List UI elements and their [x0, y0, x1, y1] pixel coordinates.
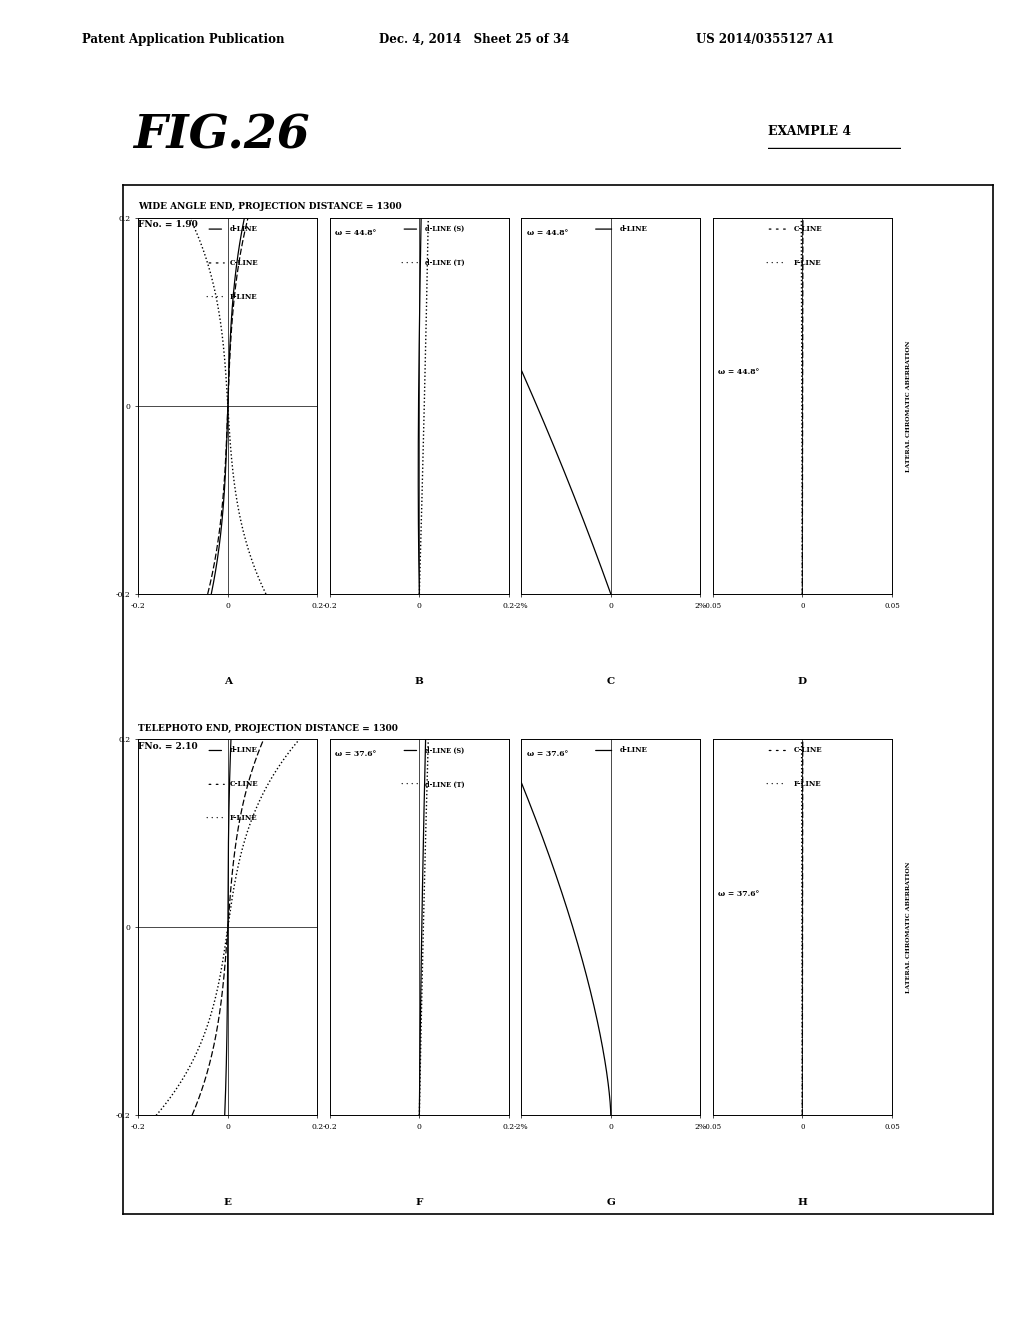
- Text: ω = 37.6°: ω = 37.6°: [335, 751, 377, 759]
- Text: d-LINE: d-LINE: [620, 226, 647, 234]
- Text: · · · ·: · · · ·: [207, 814, 224, 822]
- Text: H: H: [798, 1199, 807, 1208]
- Text: C-LINE: C-LINE: [229, 259, 258, 267]
- Text: F: F: [416, 1199, 423, 1208]
- Text: E: E: [224, 1199, 231, 1208]
- Text: LATERAL CHROMATIC ABERRATION: LATERAL CHROMATIC ABERRATION: [906, 341, 911, 471]
- Text: DISTORTION: DISTORTION: [715, 380, 723, 432]
- Text: d-LINE (T): d-LINE (T): [425, 259, 464, 267]
- Text: C-LINE: C-LINE: [794, 226, 822, 234]
- Text: ω = 44.8°: ω = 44.8°: [526, 230, 568, 238]
- Text: B: B: [415, 677, 424, 686]
- Text: d-LINE: d-LINE: [229, 747, 257, 755]
- Text: TELEPHOTO END, PROJECTION DISTANCE = 1300: TELEPHOTO END, PROJECTION DISTANCE = 130…: [138, 723, 398, 733]
- Text: US 2014/0355127 A1: US 2014/0355127 A1: [696, 33, 835, 46]
- Text: F-LINE: F-LINE: [229, 293, 257, 301]
- Text: ω = 37.6°: ω = 37.6°: [718, 890, 760, 898]
- Text: SPHERICAL ABERRATION: SPHERICAL ABERRATION: [332, 875, 340, 979]
- Text: FNo. = 1.90: FNo. = 1.90: [138, 220, 198, 230]
- Text: D: D: [798, 677, 807, 686]
- Text: LATERAL CHROMATIC ABERRATION: LATERAL CHROMATIC ABERRATION: [906, 862, 911, 993]
- Text: d-LINE: d-LINE: [229, 226, 257, 234]
- Text: · · · ·: · · · ·: [766, 780, 784, 788]
- Text: F-LINE: F-LINE: [229, 814, 257, 822]
- Text: ω = 44.8°: ω = 44.8°: [718, 368, 760, 376]
- Text: F-LINE: F-LINE: [794, 780, 821, 788]
- Text: WIDE ANGLE END, PROJECTION DISTANCE = 1300: WIDE ANGLE END, PROJECTION DISTANCE = 13…: [138, 202, 401, 211]
- Text: FIG.26: FIG.26: [133, 112, 309, 158]
- Text: Dec. 4, 2014   Sheet 25 of 34: Dec. 4, 2014 Sheet 25 of 34: [379, 33, 569, 46]
- Text: · · · ·: · · · ·: [766, 259, 784, 267]
- Text: d-LINE (T): d-LINE (T): [425, 780, 464, 788]
- Text: ω = 37.6°: ω = 37.6°: [526, 751, 568, 759]
- Text: d-LINE (S): d-LINE (S): [425, 747, 464, 755]
- Text: C-LINE: C-LINE: [229, 780, 258, 788]
- Text: G: G: [606, 1199, 615, 1208]
- Text: A: A: [224, 677, 231, 686]
- Text: · · · ·: · · · ·: [207, 293, 224, 301]
- Text: C: C: [607, 677, 614, 686]
- Text: · · · ·: · · · ·: [401, 259, 419, 267]
- Text: ω = 44.8°: ω = 44.8°: [335, 230, 377, 238]
- Text: ASTIGMATISM: ASTIGMATISM: [523, 898, 531, 957]
- Text: EXAMPLE 4: EXAMPLE 4: [768, 125, 851, 139]
- Text: d-LINE (S): d-LINE (S): [425, 226, 464, 234]
- Text: DISTORTION: DISTORTION: [715, 902, 723, 953]
- Text: FNo. = 2.10: FNo. = 2.10: [138, 742, 198, 751]
- Text: Patent Application Publication: Patent Application Publication: [82, 33, 285, 46]
- Text: · · · ·: · · · ·: [401, 780, 419, 788]
- Text: C-LINE: C-LINE: [794, 747, 822, 755]
- Text: d-LINE: d-LINE: [620, 747, 647, 755]
- Text: F-LINE: F-LINE: [794, 259, 821, 267]
- Text: SPHERICAL ABERRATION: SPHERICAL ABERRATION: [332, 354, 340, 458]
- Text: ASTIGMATISM: ASTIGMATISM: [523, 376, 531, 436]
